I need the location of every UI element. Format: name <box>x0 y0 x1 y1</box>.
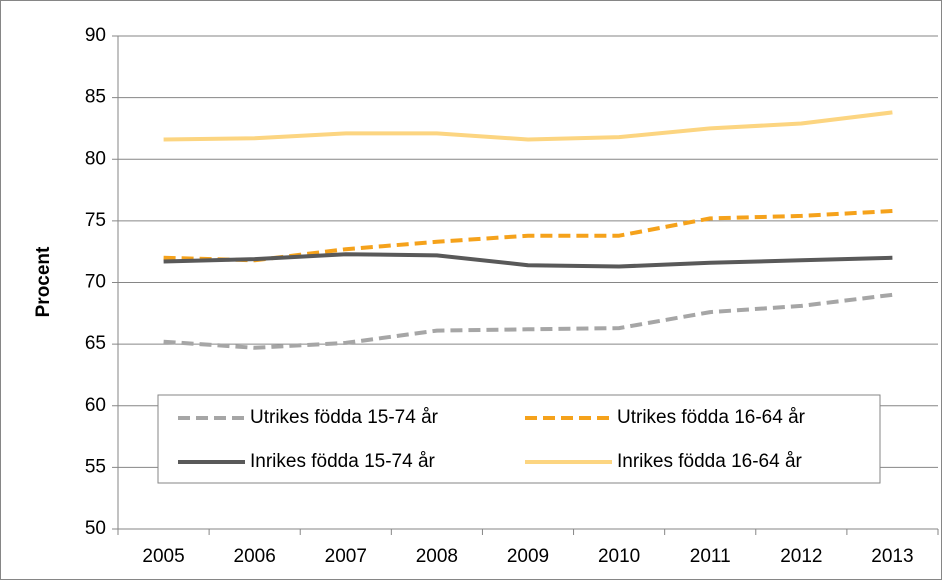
x-tick-label: 2010 <box>598 546 640 567</box>
y-tick-label: 90 <box>85 25 106 46</box>
y-tick-label: 50 <box>85 518 106 539</box>
y-axis-label: Procent <box>33 246 54 317</box>
y-tick-label: 75 <box>85 210 106 231</box>
y-tick-label: 60 <box>85 395 106 416</box>
x-tick-label: 2009 <box>507 546 549 567</box>
series-line <box>163 252 893 269</box>
series-line <box>163 110 893 142</box>
series-line <box>163 292 893 350</box>
x-tick-label: 2005 <box>142 546 184 567</box>
x-tick-label: 2008 <box>416 546 458 567</box>
x-tick-label: 2011 <box>690 546 731 567</box>
y-tick-label: 55 <box>85 456 106 477</box>
legend-box <box>157 394 881 484</box>
legend-label: Inrikes födda 15-74 år <box>250 451 436 472</box>
y-tick-label: 65 <box>85 333 106 354</box>
y-tick-label: 85 <box>85 87 106 108</box>
x-tick-label: 2006 <box>234 546 276 567</box>
legend-label: Utrikes födda 16-64 år <box>617 407 806 428</box>
y-tick-label: 70 <box>85 272 106 293</box>
x-tick-label: 2012 <box>780 546 822 567</box>
series-line <box>163 209 893 263</box>
x-tick-label: 2007 <box>325 546 367 567</box>
legend-label: Utrikes födda 15-74 år <box>250 407 439 428</box>
y-tick-label: 80 <box>85 148 106 169</box>
legend-label: Inrikes födda 16-64 år <box>617 451 803 472</box>
x-tick-label: 2013 <box>871 546 913 567</box>
